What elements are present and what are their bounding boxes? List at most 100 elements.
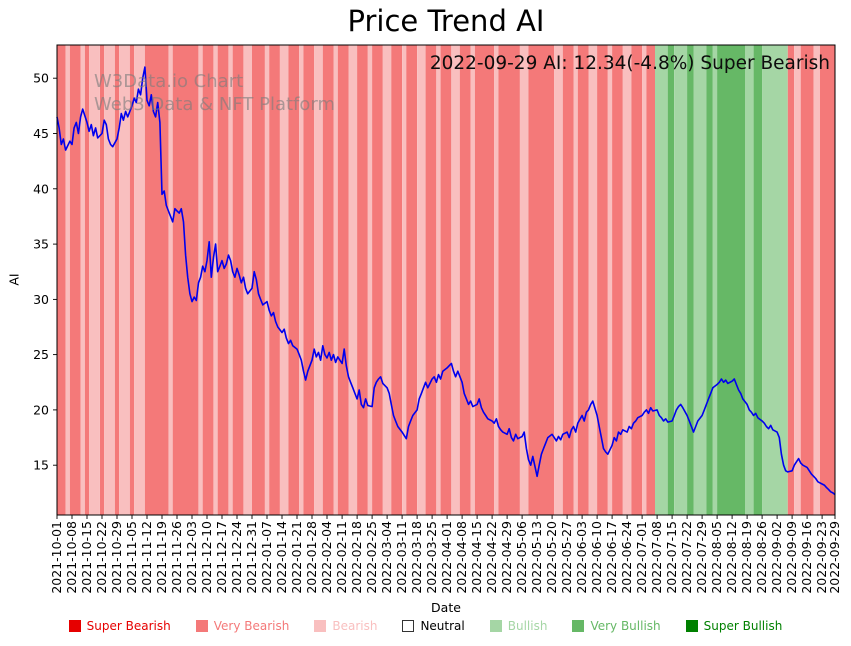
x-tick-label: 2022-06-24 [619,521,634,594]
sentiment-band [65,45,70,515]
x-tick-label: 2022-09-09 [784,521,799,594]
legend-item-bu: Bullish [489,619,548,633]
x-tick-label: 2021-12-10 [199,521,214,594]
x-tick-label: 2022-08-05 [709,521,724,594]
sentiment-band [172,45,199,515]
x-tick-label: 2022-02-18 [349,521,364,594]
x-tick-label: 2022-07-29 [694,521,709,594]
sentiment-band [99,45,105,515]
sentiment-band [382,45,392,515]
sentiment-band [706,45,713,515]
sentiment-band [57,45,66,515]
y-tick-label: 15 [33,458,49,473]
sentiment-band [119,45,130,515]
sentiment-band [299,45,304,515]
sentiment-band [494,45,499,515]
x-tick-label: 2021-10-15 [79,521,94,594]
sentiment-band [800,45,814,515]
legend-swatch-icon [68,620,81,632]
legend-label: Neutral [420,619,465,633]
x-tick-label: 2021-10-01 [49,521,64,594]
sentiment-band [519,45,529,515]
sentiment-band [322,45,334,515]
sentiment-band [607,45,613,515]
legend-item-vb: Very Bearish [195,619,290,633]
legend-label: Super Bullish [703,619,783,633]
x-tick-label: 2021-12-03 [184,521,199,594]
x-tick-label: 2022-09-29 [827,521,842,594]
sentiment-band [573,45,578,515]
x-tick-label: 2022-05-06 [514,521,529,594]
sentiment-band [813,45,820,515]
sentiment-band [417,45,426,515]
legend-swatch-icon [685,620,698,632]
sentiment-band [612,45,623,515]
x-tick-label: 2022-01-21 [289,521,304,594]
legend-swatch-icon [402,620,415,632]
sentiment-band [357,45,368,515]
x-tick-label: 2022-02-04 [319,521,334,594]
sentiment-band [264,45,270,515]
x-tick-label: 2022-01-28 [304,521,319,594]
sentiment-band [787,45,795,515]
x-tick-label: 2021-10-22 [94,521,109,594]
sentiment-band [474,45,495,515]
x-tick-label: 2021-10-29 [109,521,124,594]
sentiment-band [217,45,229,515]
legend-label: Very Bearish [213,619,290,633]
sentiment-band [243,45,253,515]
x-tick-label: 2022-07-08 [649,521,664,594]
x-tick-label: 2021-11-12 [139,521,154,594]
watermark: W3Data.io Chart Web3 Data & NFT Platform [94,70,335,116]
sentiment-band [674,45,688,515]
x-axis-label: Date [431,600,461,615]
legend-item-n: Neutral [402,619,465,633]
x-tick-label: 2022-02-11 [334,521,349,594]
x-tick-label: 2022-07-01 [634,521,649,594]
x-tick-label: 2022-07-15 [664,521,679,594]
watermark-line2: Web3 Data & NFT Platform [94,94,336,115]
x-tick-label: 2021-11-19 [154,521,169,594]
y-tick-label: 50 [33,71,49,86]
sentiment-band [820,45,835,515]
x-tick-label: 2022-05-13 [529,521,544,594]
x-tick-label: 2022-03-11 [394,521,409,594]
sentiment-band [402,45,407,515]
x-tick-label: 2022-09-16 [799,521,814,594]
x-tick-label: 2021-10-08 [64,521,79,594]
x-tick-label: 2021-12-24 [229,521,244,594]
y-tick-label: 40 [33,181,49,196]
x-tick-label: 2022-06-10 [589,521,604,594]
x-tick-label: 2022-04-15 [469,521,484,594]
x-tick-label: 2022-05-20 [544,521,559,594]
sentiment-band [440,45,452,515]
sentiment-band [337,45,349,515]
legend-label: Bullish [507,619,548,633]
sentiment-band [202,45,214,515]
legend-label: Very Bullish [590,619,661,633]
sentiment-band [333,45,338,515]
y-tick-label: 25 [33,347,49,362]
sentiment-band [129,45,135,515]
x-tick-label: 2022-07-22 [679,521,694,594]
sentiment-band [588,45,598,515]
sentiment-band [646,45,655,515]
sentiment-band [498,45,520,515]
sentiment-band [753,45,763,515]
sentiment-band [114,45,120,515]
x-tick-label: 2022-09-23 [814,521,829,594]
sentiment-band [168,45,173,515]
sentiment-band [554,45,563,515]
legend-swatch-icon [572,620,585,632]
x-tick-label: 2021-11-26 [169,521,184,594]
latest-value-annotation: 2022-09-29 AI: 12.34(-4.8%) Super Bearis… [429,53,830,74]
legend-item-b: Bearish [314,619,377,633]
sentiment-band [406,45,417,515]
sentiment-band [288,45,300,515]
sentiment-band [372,45,383,515]
legend-item-sb: Super Bearish [68,619,171,633]
sentiment-band [622,45,632,515]
sentiment-band [213,45,218,515]
x-tick-label: 2022-01-14 [274,521,289,594]
